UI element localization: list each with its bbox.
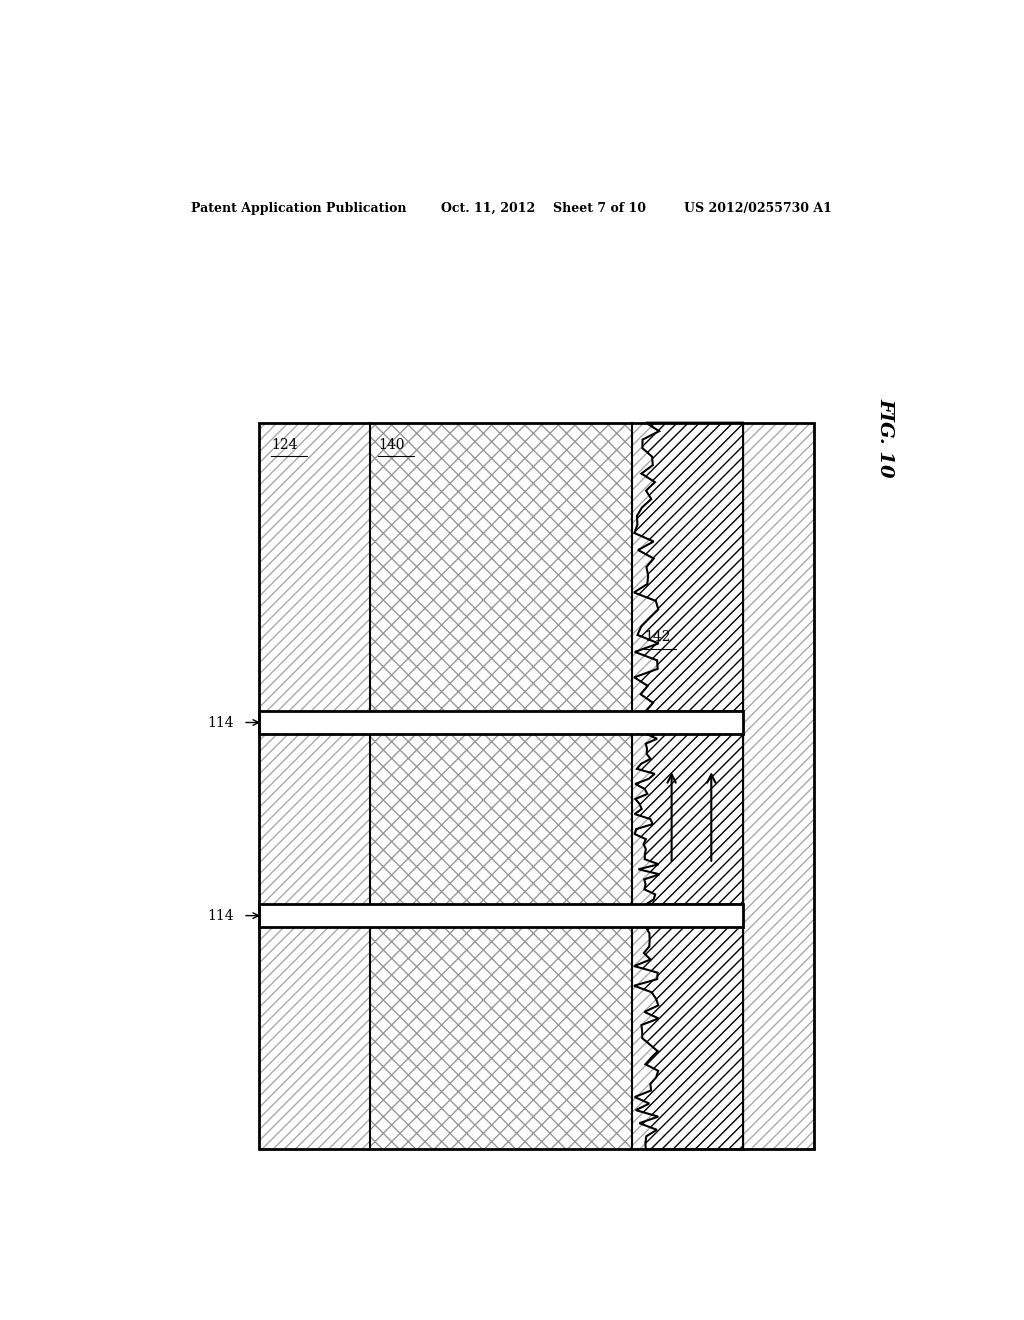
Text: Patent Application Publication: Patent Application Publication (191, 202, 407, 215)
Bar (632, 422, 743, 1150)
Bar (259, 711, 743, 734)
Bar (259, 904, 743, 927)
Polygon shape (634, 927, 743, 1150)
Bar (743, 422, 814, 1150)
Text: Sheet 7 of 10: Sheet 7 of 10 (553, 202, 645, 215)
Bar (259, 422, 370, 1150)
Text: 114: 114 (207, 908, 234, 923)
Text: US 2012/0255730 A1: US 2012/0255730 A1 (684, 202, 831, 215)
Text: FIG. 10: FIG. 10 (877, 399, 895, 478)
Bar (370, 422, 632, 1150)
Text: 140: 140 (378, 438, 404, 451)
Bar (259, 422, 814, 1150)
Text: 124: 124 (270, 438, 297, 451)
Polygon shape (634, 422, 743, 711)
Text: Oct. 11, 2012: Oct. 11, 2012 (441, 202, 536, 215)
Polygon shape (635, 734, 743, 904)
Text: 142: 142 (644, 631, 671, 644)
Text: 114: 114 (207, 715, 234, 730)
